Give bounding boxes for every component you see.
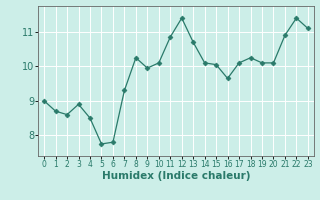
X-axis label: Humidex (Indice chaleur): Humidex (Indice chaleur) <box>102 171 250 181</box>
